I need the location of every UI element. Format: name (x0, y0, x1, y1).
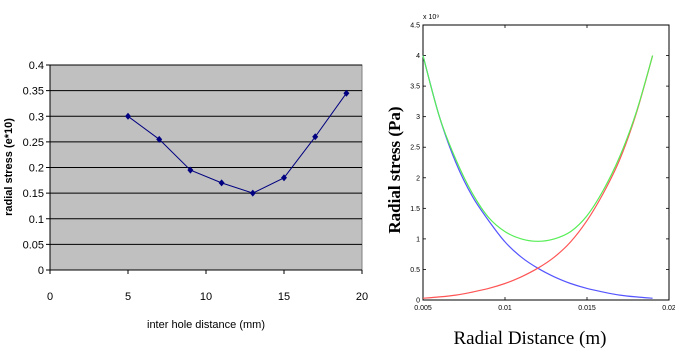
axes (46, 64, 363, 274)
data-point-marker (281, 174, 287, 182)
x-tick-labels: 0 5 10 15 20 (47, 291, 368, 303)
series (422, 55, 654, 299)
chart-radial-stress-vs-inter-hole-distance: 0 0.05 0.1 0.15 0.2 0.25 0.3 0.35 0.4 0 5 10 15 20 r… (3, 60, 368, 331)
x-tick-label: 0.015 (578, 305, 596, 312)
y-tick-label: 1.5 (410, 206, 420, 213)
y-tick-label: 1 (416, 236, 420, 243)
x-tick-labels: 0.005 0.01 0.015 0.02 (414, 305, 675, 312)
data-point-marker (156, 135, 163, 143)
y-tick-label: 0.15 (23, 188, 44, 200)
series-line (127, 92, 347, 194)
x-tick-label: 0 (47, 291, 53, 303)
y-tick-label: 4 (416, 53, 420, 60)
x-axis-label: inter hole distance (mm) (147, 319, 265, 331)
x-tick-label: 10 (200, 291, 212, 303)
y-tick-label: 0.5 (410, 267, 420, 274)
data-point-marker (312, 133, 319, 141)
y-tick-label: 0.1 (29, 214, 44, 226)
y-tick-label: 0 (38, 265, 44, 277)
axes (422, 24, 670, 301)
y-tick-label: 3 (416, 114, 420, 121)
series (125, 89, 350, 197)
x-tick-label: 20 (356, 291, 368, 303)
x-tick-label: 0.01 (498, 305, 512, 312)
data-point-marker (187, 166, 194, 174)
y-tick-label: 0 (416, 298, 420, 305)
x-axis-label: Radial Distance (m) (453, 328, 606, 349)
x-tick-label: 15 (278, 291, 290, 303)
y-tick-label: 2 (416, 175, 420, 182)
x-tick-label: 0.005 (414, 305, 432, 312)
y-tick-labels: 0 0.5 1 1.5 2 2.5 3 3.5 4 4.5 (410, 23, 420, 305)
data-point-marker (249, 189, 256, 197)
y-axis-exponent-label: x 10⁹ (423, 14, 439, 21)
y-tick-label: 0.25 (23, 137, 44, 149)
y-tick-label: 0.3 (29, 111, 44, 123)
data-point-marker (218, 179, 225, 187)
gridlines (50, 64, 362, 245)
data-point-marker (343, 89, 350, 97)
y-tick-label: 2.5 (410, 145, 420, 152)
y-tick-label: 0.4 (29, 60, 44, 72)
y-tick-label: 3.5 (410, 84, 420, 91)
y-tick-label: 0.35 (23, 86, 44, 98)
y-axis-label: Radial stress (Pa) (385, 106, 404, 233)
plot-area (422, 24, 670, 301)
y-axis-label: radial stress (e*10) (3, 118, 15, 216)
x-tick-label: 0.02 (662, 305, 675, 312)
data-point-marker (125, 112, 131, 120)
series-curve-3 (422, 55, 654, 242)
y-tick-label: 0.2 (29, 163, 44, 175)
series-curve-2 (422, 55, 654, 299)
chart-radial-stress-vs-radial-distance: 00.511.522.533.544.5 0.005 0.01 0.015 0.02 … (385, 14, 675, 349)
y-tick-label: 0.05 (23, 239, 44, 251)
y-tick-label: 4.5 (410, 23, 420, 30)
x-tick-label: 5 (125, 291, 131, 303)
y-tick-labels: 0 0.05 0.1 0.15 0.2 0.25 0.3 0.35 0.4 (23, 60, 44, 277)
